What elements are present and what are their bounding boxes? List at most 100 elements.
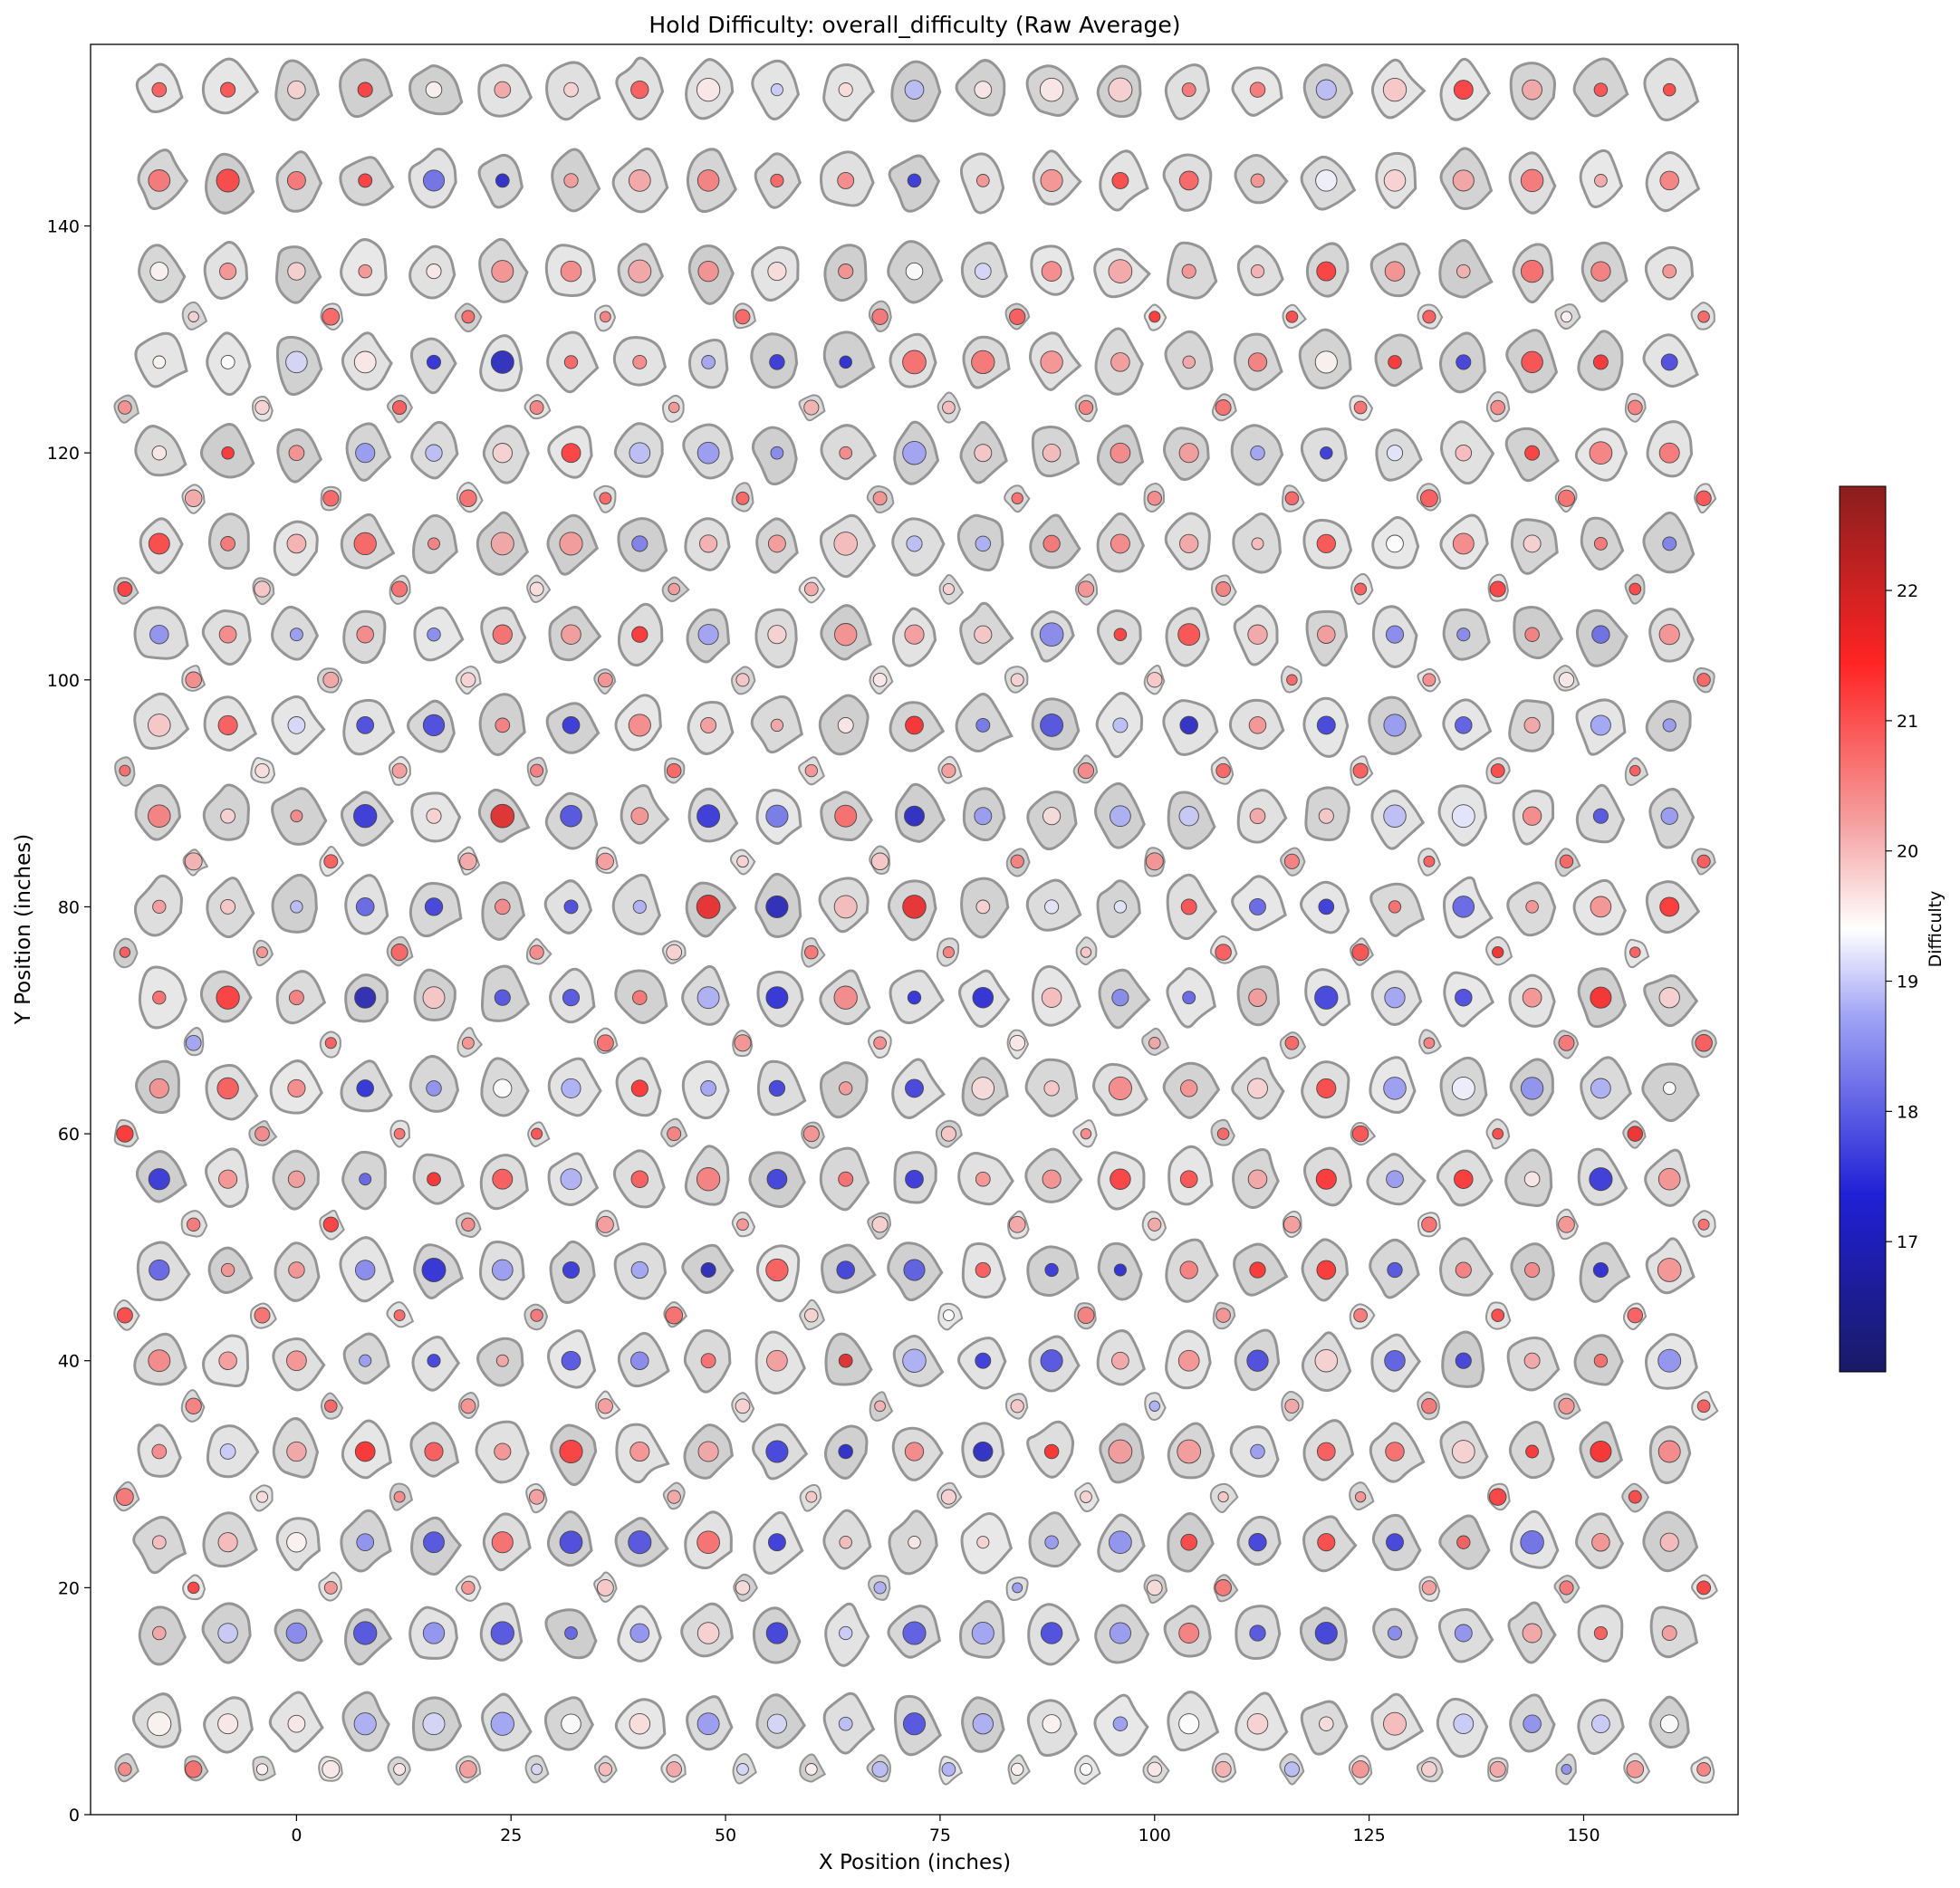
difficulty-point [288, 990, 304, 1006]
difficulty-point [598, 672, 613, 688]
difficulty-point [1181, 82, 1196, 98]
difficulty-point [1109, 1622, 1131, 1644]
difficulty-point [1215, 1579, 1232, 1596]
difficulty-point [1421, 1216, 1437, 1233]
difficulty-point [700, 1261, 716, 1279]
difficulty-point [942, 946, 955, 959]
difficulty-point [907, 173, 922, 188]
difficulty-point [1215, 1308, 1231, 1323]
difficulty-point [1451, 1440, 1475, 1463]
chart-title: Hold Difficulty: overall_difficulty (Raw… [649, 12, 1180, 38]
difficulty-point [356, 716, 375, 734]
difficulty-point [1385, 1442, 1405, 1462]
difficulty-point [1351, 1760, 1369, 1778]
difficulty-point [426, 1080, 442, 1097]
difficulty-point [905, 715, 924, 735]
difficulty-point [1696, 854, 1711, 868]
difficulty-point [1695, 1034, 1713, 1052]
difficulty-point [1351, 944, 1369, 962]
difficulty-point [1249, 81, 1266, 98]
x-tick-label: 25 [500, 1826, 522, 1845]
difficulty-point [941, 1762, 956, 1777]
difficulty-point [902, 1348, 927, 1373]
difficulty-point [1078, 399, 1094, 416]
difficulty-point [355, 897, 375, 916]
difficulty-point [630, 807, 649, 826]
difficulty-point [1593, 1354, 1609, 1368]
difficulty-point [255, 1126, 270, 1142]
difficulty-point [1657, 1440, 1681, 1463]
difficulty-point [1594, 174, 1608, 187]
difficulty-point [358, 264, 372, 279]
difficulty-point [1452, 532, 1475, 555]
difficulty-point [1284, 491, 1300, 506]
difficulty-point [459, 1760, 477, 1778]
difficulty-point [1662, 264, 1677, 279]
difficulty-point [358, 173, 373, 188]
difficulty-point [1388, 900, 1402, 914]
difficulty-point [736, 1763, 749, 1776]
difficulty-point [1492, 945, 1504, 959]
difficulty-point [1113, 1263, 1127, 1277]
difficulty-point [628, 714, 651, 737]
difficulty-point [1318, 808, 1334, 824]
difficulty-point [147, 1711, 172, 1737]
difficulty-point [598, 1762, 613, 1777]
difficulty-point [833, 985, 858, 1010]
difficulty-point [1384, 261, 1406, 282]
difficulty-point [1627, 399, 1643, 416]
difficulty-point [1250, 445, 1265, 461]
difficulty-point [148, 714, 171, 737]
difficulty-point [1111, 171, 1129, 189]
difficulty-point [697, 986, 720, 1010]
difficulty-point [1520, 1077, 1544, 1100]
difficulty-point [1455, 716, 1473, 734]
difficulty-point [1039, 77, 1064, 102]
difficulty-point [1421, 1580, 1437, 1596]
difficulty-point [492, 443, 513, 464]
difficulty-point [1488, 1488, 1507, 1506]
difficulty-point [1010, 1399, 1024, 1414]
difficulty-point [1110, 442, 1131, 464]
difficulty-point [600, 311, 611, 323]
difficulty-point [559, 1530, 583, 1555]
difficulty-point [491, 260, 514, 283]
difficulty-point [1010, 673, 1024, 687]
colorbar-ticks: 17 18 19 20 21 22 [1886, 581, 1918, 1252]
difficulty-point [629, 442, 651, 465]
difficulty-point [805, 1490, 818, 1503]
difficulty-point [148, 169, 171, 192]
difficulty-point [872, 672, 888, 687]
difficulty-point [735, 491, 750, 505]
difficulty-point [529, 400, 544, 415]
difficulty-point [1316, 1442, 1336, 1462]
difficulty-point [530, 1308, 543, 1322]
difficulty-point [424, 897, 444, 916]
difficulty-point [287, 1170, 305, 1188]
difficulty-point [1180, 1079, 1198, 1097]
difficulty-point [1177, 1349, 1200, 1372]
difficulty-point [1354, 1490, 1367, 1503]
difficulty-point [1284, 1035, 1300, 1050]
difficulty-point [974, 444, 993, 463]
difficulty-point [668, 582, 680, 596]
difficulty-points [116, 77, 1713, 1778]
difficulty-point [1108, 1439, 1133, 1464]
difficulty-point [1557, 489, 1576, 507]
difficulty-point [907, 991, 922, 1005]
difficulty-point [873, 1036, 887, 1050]
difficulty-point [596, 1034, 614, 1052]
difficulty-point [494, 81, 512, 99]
difficulty-point [870, 852, 889, 871]
difficulty-point [700, 716, 717, 733]
difficulty-point [426, 808, 442, 824]
difficulty-point [356, 1533, 375, 1552]
difficulty-point [290, 900, 303, 914]
difficulty-point [1040, 1622, 1063, 1644]
difficulty-point [564, 1626, 578, 1640]
difficulty-point [1522, 806, 1542, 826]
difficulty-point [766, 1713, 787, 1734]
difficulty-point [1040, 1349, 1063, 1373]
difficulty-point [1629, 582, 1642, 596]
difficulty-point [668, 401, 680, 414]
